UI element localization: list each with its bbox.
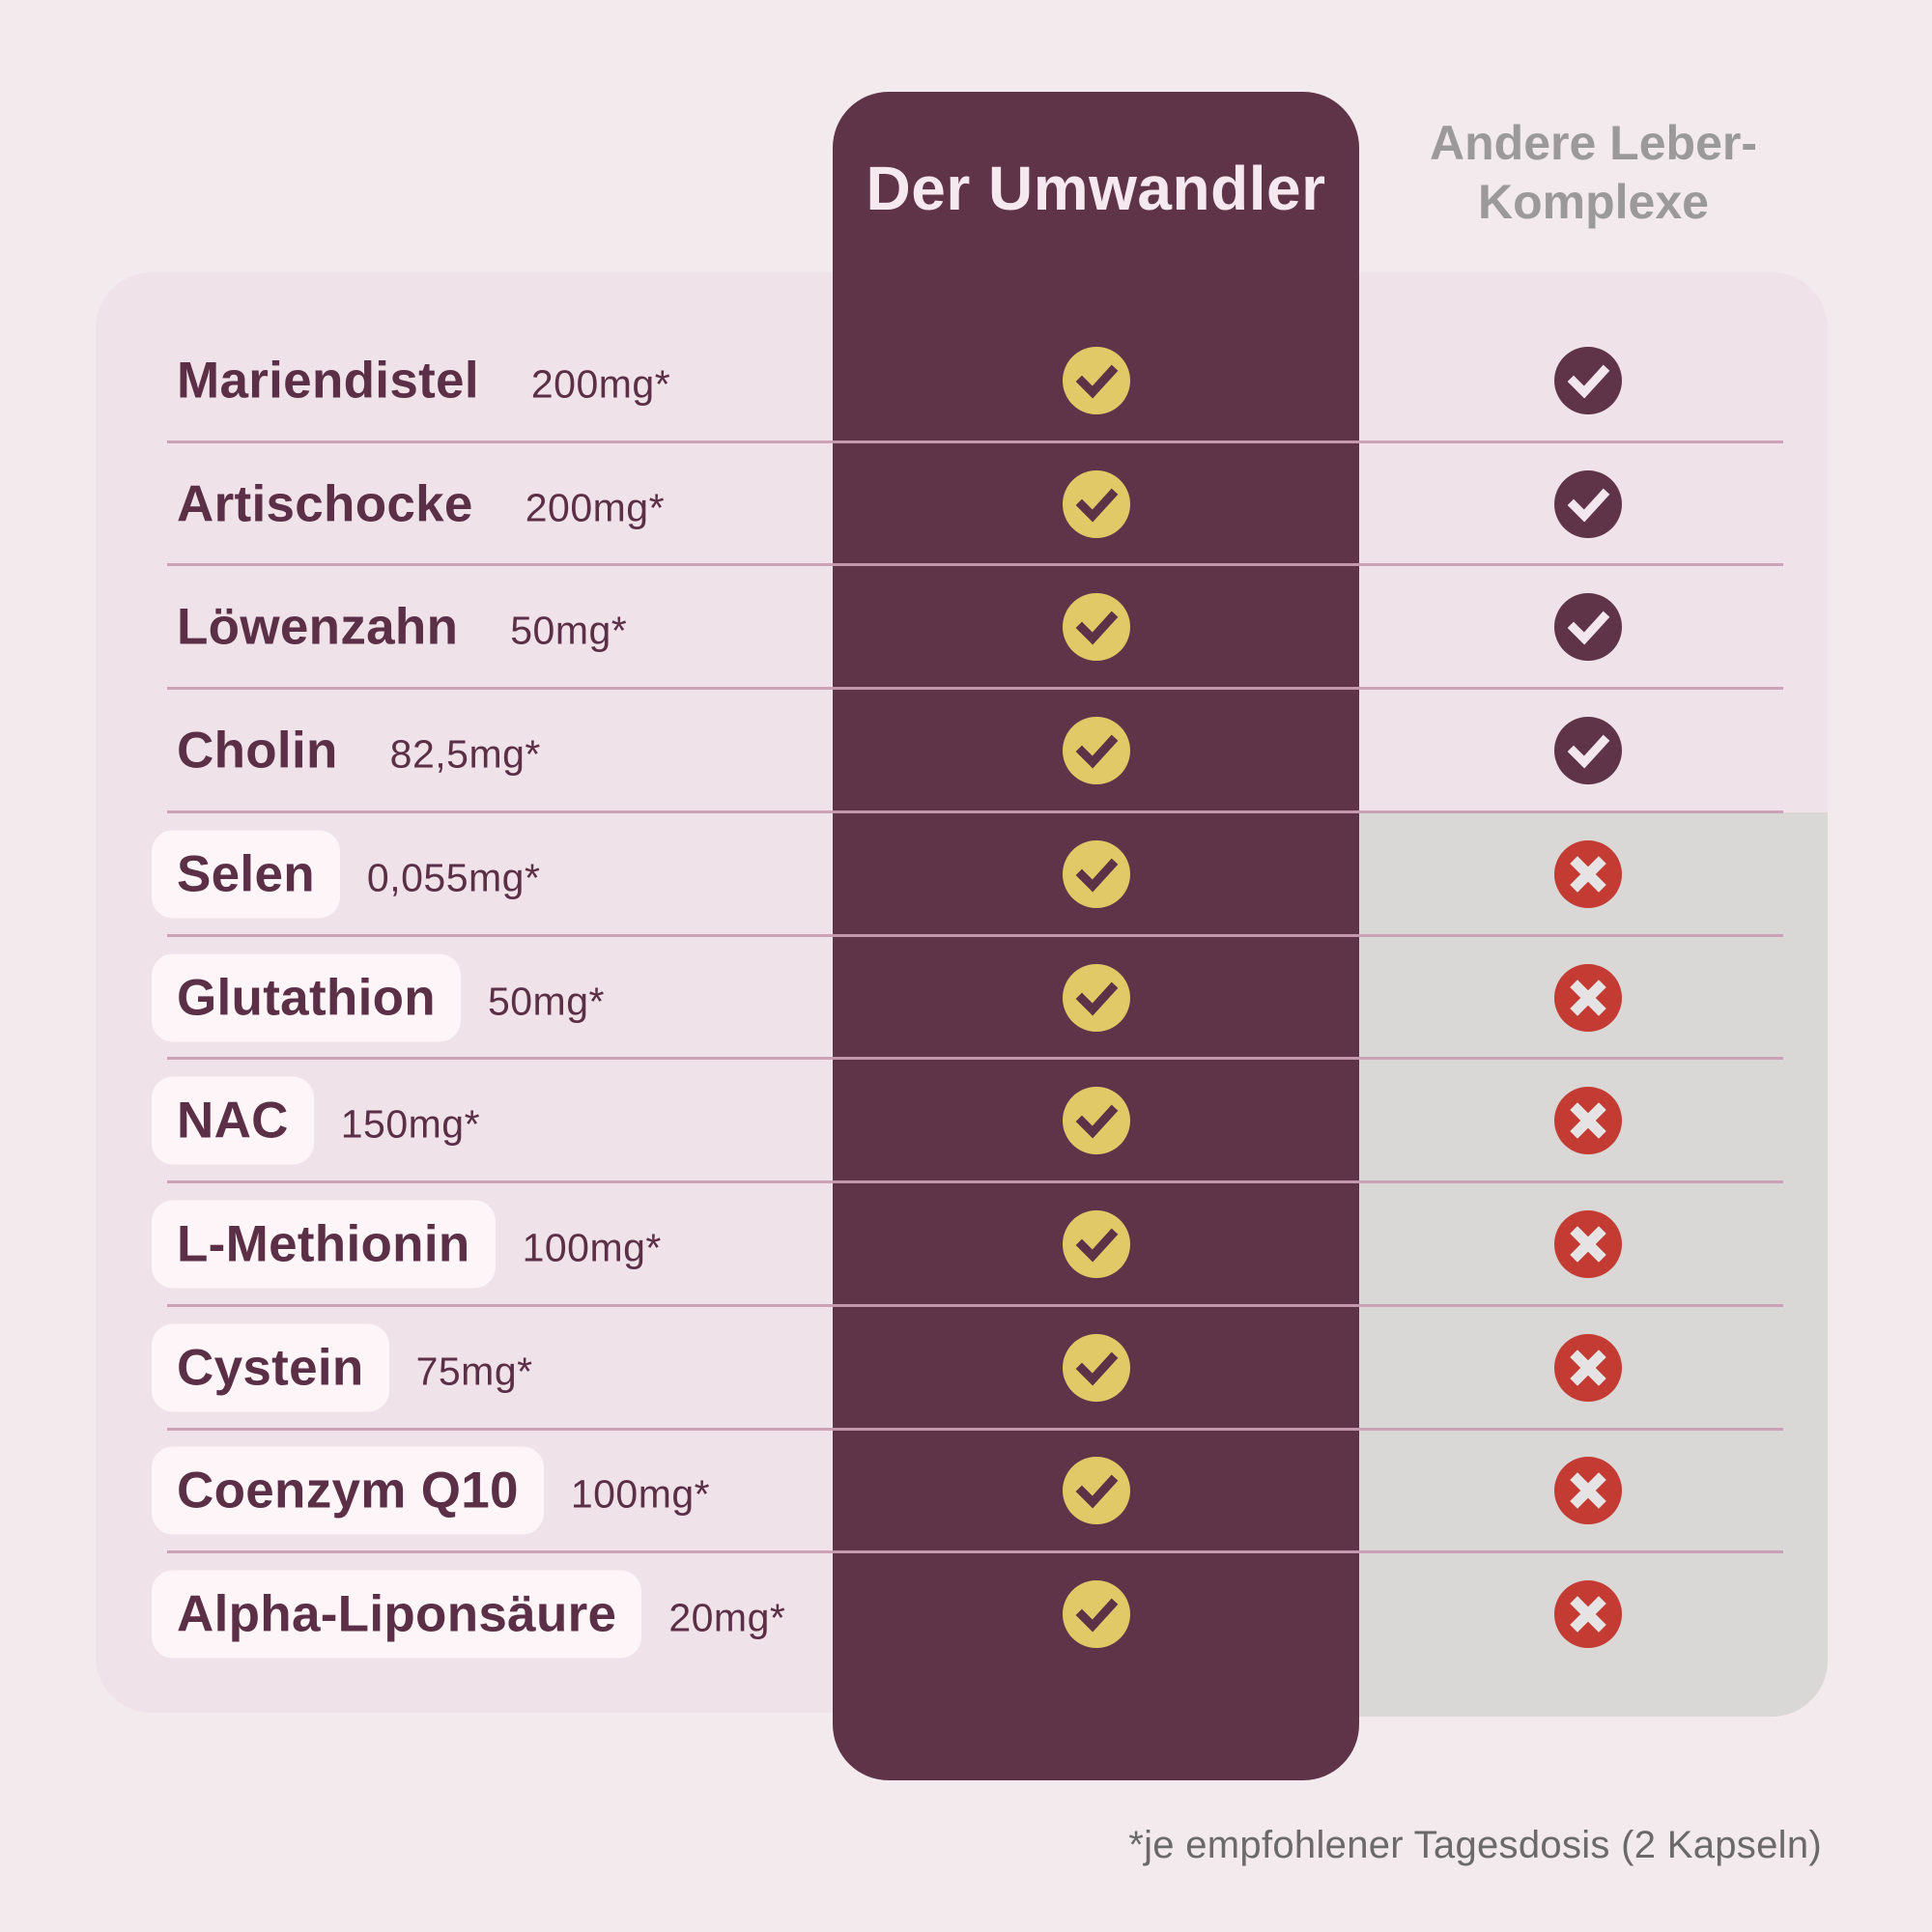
ingredient-label: Cystein 75mg* — [152, 1323, 533, 1412]
ingredient-name: Selen — [152, 830, 340, 919]
check-icon — [1063, 1333, 1130, 1402]
check-icon — [1554, 593, 1622, 662]
check-icon — [1063, 1580, 1130, 1649]
table-row: Löwenzahn 50mg* — [96, 565, 1828, 690]
check-icon — [1063, 1210, 1130, 1278]
table-row: Coenzym Q10 100mg* — [96, 1430, 1828, 1554]
ingredient-name: NAC — [152, 1076, 314, 1165]
ingredient-label: Alpha-Liponsäure 20mg* — [152, 1570, 786, 1659]
ingredient-dose: 200mg* — [530, 361, 671, 407]
check-icon — [1063, 346, 1130, 414]
table-row: Artischocke 200mg* — [96, 442, 1828, 567]
ingredient-dose: 200mg* — [525, 485, 666, 530]
check-icon — [1063, 1087, 1130, 1155]
ingredient-name: Alpha-Liponsäure — [152, 1570, 642, 1659]
table-row: L-Methionin 100mg* — [96, 1182, 1828, 1307]
ingredient-label: L-Methionin 100mg* — [152, 1200, 662, 1289]
ingredient-name: Löwenzahn — [177, 598, 459, 656]
other-column-header-line2: Komplexe — [1478, 175, 1709, 229]
ingredient-label: NAC 150mg* — [152, 1076, 481, 1165]
ingredient-dose: 50mg* — [510, 608, 628, 653]
ingredient-name: Coenzym Q10 — [152, 1446, 544, 1535]
dosage-footnote: *je empfohlener Tagesdosis (2 Kapseln) — [1128, 1824, 1822, 1866]
ingredient-dose: 0,055mg* — [366, 855, 541, 900]
ingredient-label: Mariendistel 200mg* — [152, 336, 670, 424]
ingredient-name: Mariendistel — [177, 352, 479, 410]
ingredient-label: Coenzym Q10 100mg* — [152, 1446, 711, 1535]
cross-icon — [1554, 1580, 1622, 1649]
cross-icon — [1554, 1457, 1622, 1525]
ingredient-name: Glutathion — [152, 953, 461, 1042]
ingredient-dose: 100mg* — [522, 1225, 662, 1270]
table-row: Glutathion 50mg* — [96, 936, 1828, 1061]
ingredient-dose: 75mg* — [415, 1349, 533, 1394]
check-icon — [1063, 963, 1130, 1032]
ingredient-dose: 50mg* — [487, 979, 605, 1024]
table-row: NAC 150mg* — [96, 1059, 1828, 1183]
ingredient-name: Cystein — [152, 1323, 389, 1412]
ingredient-label: Löwenzahn 50mg* — [152, 583, 627, 671]
table-row: Cholin 82,5mg* — [96, 689, 1828, 813]
table-row: Alpha-Liponsäure 20mg* — [96, 1552, 1828, 1676]
ingredient-label: Cholin 82,5mg* — [152, 707, 541, 795]
ingredient-name: Cholin — [177, 722, 338, 780]
ingredient-dose: 20mg* — [668, 1595, 786, 1640]
table-row: Mariendistel 200mg* — [96, 319, 1828, 443]
ingredient-dose: 100mg* — [570, 1471, 711, 1517]
ingredient-label: Glutathion 50mg* — [152, 953, 605, 1042]
cross-icon — [1554, 1087, 1622, 1155]
check-icon — [1554, 346, 1622, 414]
ingredient-rows: Mariendistel 200mg* Artischocke 200mg* L… — [96, 319, 1828, 1676]
cross-icon — [1554, 839, 1622, 908]
check-icon — [1063, 717, 1130, 785]
check-icon — [1063, 1457, 1130, 1525]
check-icon — [1554, 469, 1622, 538]
ingredient-dose: 150mg* — [340, 1101, 481, 1147]
ingredient-name: L-Methionin — [152, 1200, 496, 1289]
cross-icon — [1554, 1210, 1622, 1278]
ingredient-name: Artischocke — [177, 475, 473, 533]
other-column-header-line1: Andere Leber- — [1430, 116, 1757, 170]
ingredient-label: Selen 0,055mg* — [152, 830, 541, 919]
check-icon — [1063, 593, 1130, 662]
other-column-header: Andere Leber- Komplexe — [1359, 114, 1828, 232]
table-row: Cystein 75mg* — [96, 1306, 1828, 1431]
check-icon — [1554, 717, 1622, 785]
product-column-header: Der Umwandler — [866, 154, 1326, 223]
cross-icon — [1554, 963, 1622, 1032]
ingredient-dose: 82,5mg* — [389, 731, 541, 777]
table-row: Selen 0,055mg* — [96, 812, 1828, 937]
ingredient-label: Artischocke 200mg* — [152, 460, 665, 548]
cross-icon — [1554, 1333, 1622, 1402]
check-icon — [1063, 839, 1130, 908]
check-icon — [1063, 469, 1130, 538]
